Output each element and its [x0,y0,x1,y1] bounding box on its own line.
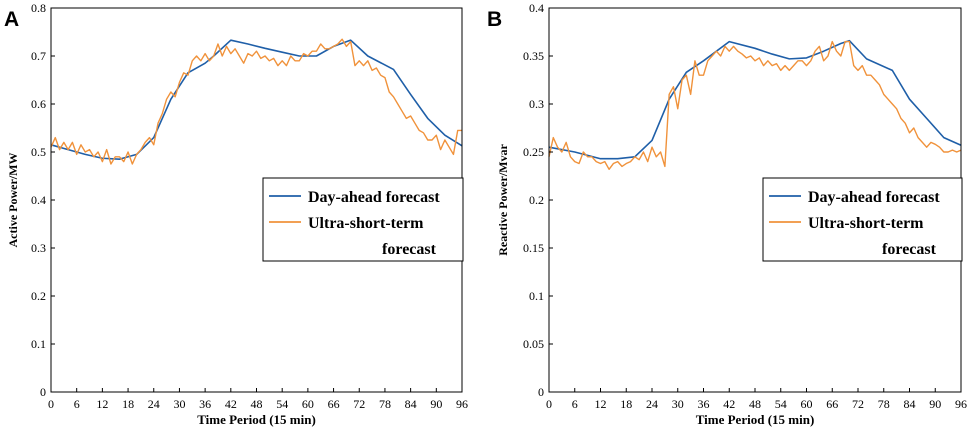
chart-b-x-tick-label: 6 [572,397,578,411]
chart-a-x-axis-title: Time Period (15 min) [197,412,316,427]
chart-b-x-axis-title: Time Period (15 min) [696,412,815,427]
chart-a-series-day-ahead [50,39,463,160]
chart-b-y-tick-label: 0.1 [529,289,544,303]
chart-b-x-tick-label: 72 [852,397,864,411]
chart-a-y-tick-label: 0.6 [31,97,46,111]
chart-b-x-tick-label: 60 [801,397,813,411]
panel-label-b: B [487,8,503,31]
chart-b-x-tick-label: 90 [929,397,941,411]
chart-a-legend-label-ultra-short: forecast [382,241,437,258]
chart-b-x-tick-label: 0 [546,397,552,411]
chart-a-x-tick-label: 18 [122,397,134,411]
chart-b-legend-label-ultra-short: forecast [882,241,937,258]
chart-a-x-tick-label: 54 [276,397,288,411]
chart-b-y-tick-label: 0.15 [523,241,544,255]
chart-b-y-tick-label: 0.05 [523,337,544,351]
chart-b-legend-label-day-ahead: Day-ahead forecast [808,189,940,206]
chart-b-y-tick-label: 0.25 [523,145,544,159]
chart-a-x-tick-label: 12 [96,397,108,411]
chart-a-x-tick-label: 42 [225,397,237,411]
chart-a-canvas: 0 6 12 18 24 30 36 42 48 54 60 66 72 78 84 90 96 0 0.1 0.2 0… [6,1,468,427]
chart-panel-b: B 0 6 12 18 24 30 36 42 48 54 60 66 72 78 84 90 96 0 0.05 0… [485,0,969,430]
chart-a-x-tick-label: 66 [328,397,340,411]
chart-a-x-tick-label: 0 [48,397,54,411]
chart-b-y-tick-label: 0 [538,385,544,399]
chart-b-x-tick-label: 12 [595,397,607,411]
chart-a-x-tick-label: 96 [456,397,468,411]
chart-a-x-tick-label: 36 [199,397,211,411]
chart-a-y-tick-label: 0.3 [31,241,46,255]
chart-a-x-tick-label: 84 [405,397,417,411]
chart-a-y-tick-label: 0.5 [31,145,46,159]
chart-b-x-tick-label: 78 [878,397,890,411]
chart-a-y-tick-label: 0.7 [31,49,46,63]
chart-b-y-tick-label: 0.2 [529,193,544,207]
chart-a-x-tick-label: 30 [173,397,185,411]
chart-a-y-tick-label: 0.4 [31,193,46,207]
chart-a-x-tick-label: 72 [353,397,365,411]
chart-b-x-tick-label: 96 [955,397,967,411]
chart-a-y-tick-label: 0 [40,385,46,399]
chart-b-canvas: 0 6 12 18 24 30 36 42 48 54 60 66 72 78 84 90 96 0 0.05 0.1… [496,1,967,427]
chart-b-x-tick-label: 18 [620,397,632,411]
chart-a-x-tick-label: 90 [430,397,442,411]
chart-a-legend-label-ultra-short: Ultra-short-term [308,215,424,232]
chart-a-x-tick-label: 60 [302,397,314,411]
chart-b-x-tick-label: 30 [672,397,684,411]
chart-a-legend-box [262,177,464,262]
chart-a-legend-label-day-ahead: Day-ahead forecast [308,189,440,206]
chart-b-x-tick-label: 36 [698,397,710,411]
chart-a-y-tick-label: 0.8 [31,1,46,15]
chart-a-y-tick-label: 0.1 [31,337,46,351]
chart-panel-a: A 0 6 12 18 24 30 36 42 48 54 60 66 72 78 84 90 96 0 0.1 0.… [0,0,484,430]
chart-a-x-tick-label: 24 [148,397,160,411]
chart-a-x-tick-label: 6 [74,397,80,411]
chart-a-x-tick-label: 48 [251,397,263,411]
chart-a-x-tick-label: 78 [379,397,391,411]
chart-b-series-ultra-short [548,40,962,170]
chart-b-y-tick-label: 0.35 [523,49,544,63]
chart-b-y-tick-label: 0.4 [529,1,544,15]
chart-a-series-ultra-short [50,38,462,165]
chart-b-x-tick-label: 54 [775,397,787,411]
panel-label-a: A [4,8,20,31]
chart-a-y-tick-label: 0.2 [31,289,46,303]
chart-b-legend-box [762,177,963,262]
chart-b-x-tick-label: 66 [826,397,838,411]
chart-a-y-axis-title: Active Power/MW [6,153,20,248]
chart-b-x-tick-label: 24 [646,397,658,411]
chart-b-series-day-ahead [548,39,962,160]
chart-b-x-tick-label: 42 [723,397,735,411]
chart-b-y-tick-label: 0.3 [529,97,544,111]
chart-b-legend-label-ultra-short: Ultra-short-term [808,215,924,232]
chart-b-y-axis-title: Reactive Power/Mvar [496,144,510,256]
chart-b-x-tick-label: 84 [904,397,916,411]
chart-b-x-tick-label: 48 [749,397,761,411]
